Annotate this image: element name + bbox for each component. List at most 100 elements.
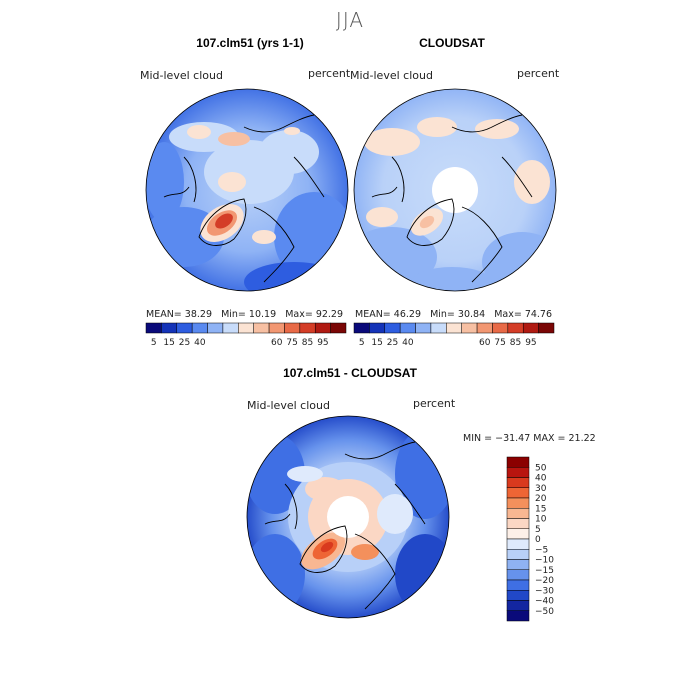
colorbar-swatch [506, 518, 530, 529]
colorbar-swatch [507, 322, 524, 334]
season-title: JJA [335, 8, 365, 32]
colorbar-swatch [506, 590, 530, 601]
colorbar-tick-label: 40 [194, 338, 206, 348]
colorbar-swatch [222, 322, 239, 334]
colorbar-tick-label: −10 [535, 556, 554, 566]
colorbar-swatch [492, 322, 509, 334]
colorbar-tick-label: 95 [525, 338, 536, 348]
panel-1-mean: 38.29 [184, 309, 212, 320]
colorbar-tick-label: −30 [535, 586, 554, 596]
colorbar-swatch [522, 322, 539, 334]
colorbar-swatch [506, 538, 530, 550]
panel-2-mean-label: MEAN= [355, 309, 391, 320]
colorbar-panel-1: 5 15 25 40 60 75 85 95 [145, 322, 347, 348]
colorbar-tick-label: −20 [535, 576, 554, 586]
map-difference-polar [246, 415, 450, 619]
colorbar-swatch [506, 559, 530, 570]
colorbar-swatch [506, 467, 530, 478]
panel-2-title: CLOUDSAT [419, 36, 485, 50]
colorbar-swatch [446, 322, 462, 334]
colorbar-swatch [506, 456, 530, 468]
map-model-polar [145, 88, 349, 292]
colorbar-tick-label: 10 [535, 515, 547, 525]
colorbar-tick-label: −50 [535, 607, 554, 617]
colorbar-tick-label: 15 [535, 504, 546, 514]
colorbar-swatch [161, 322, 178, 334]
colorbar-swatch [538, 322, 555, 334]
colorbar-swatch [238, 322, 254, 334]
colorbar-swatch [506, 600, 530, 611]
colorbar-tick-label: 15 [163, 338, 174, 348]
panel-1-mean-label: MEAN= [146, 309, 182, 320]
map-cloudsat-polar [353, 88, 557, 292]
colorbar-tick-label: 75 [494, 338, 505, 348]
panel-1-stats: MEAN= 38.29 Min= 10.19 Max= 92.29 [146, 309, 343, 320]
panel-1-max: 92.29 [315, 309, 344, 320]
colorbar-tick-label: −40 [535, 597, 554, 607]
colorbar-tick-label: 40 [402, 338, 414, 348]
colorbar-swatch [268, 322, 285, 334]
colorbar-tick-label: 50 [535, 463, 547, 473]
colorbar-swatch [384, 322, 401, 334]
panel-1-variable: Mid-level cloud [140, 69, 223, 82]
colorbar-tick-label: 75 [286, 338, 297, 348]
colorbar-swatch [506, 477, 530, 488]
colorbar-swatch [353, 322, 370, 334]
panel-2-stats: MEAN= 46.29 Min= 30.84 Max= 74.76 [355, 309, 552, 320]
colorbar-swatch [506, 569, 530, 581]
colorbar-tick-label: 60 [271, 338, 283, 348]
colorbar-tick-label: −5 [535, 545, 548, 555]
colorbar-swatch [299, 322, 316, 334]
colorbar-tick-label: 5 [359, 338, 365, 348]
colorbar-tick-label: −15 [535, 566, 554, 576]
panel-2-min-label: Min= [430, 309, 455, 320]
panel-1-min: 10.19 [248, 309, 277, 320]
colorbar-tick-label: 85 [302, 338, 313, 348]
diff-title: 107.clm51 - CLOUDSAT [283, 366, 417, 380]
diff-units: percent [413, 397, 456, 410]
panel-2-variable: Mid-level cloud [350, 69, 433, 82]
panel-1-title: 107.clm51 (yrs 1-1) [196, 36, 304, 50]
colorbar-tick-label: 85 [510, 338, 521, 348]
colorbar-swatch [253, 322, 270, 334]
colorbar-swatch [176, 322, 193, 334]
colorbar-tick-label: 0 [535, 535, 541, 545]
colorbar-tick-label: 5 [151, 338, 157, 348]
colorbar-swatch [461, 322, 478, 334]
colorbar-tick-label: 15 [371, 338, 382, 348]
panel-2-units: percent [517, 67, 560, 80]
colorbar-swatch [506, 497, 530, 509]
colorbar-swatch [506, 487, 530, 499]
colorbar-swatch [191, 322, 208, 334]
panel-1-min-label: Min= [221, 309, 246, 320]
colorbar-swatch [207, 322, 224, 334]
panel-2-min: 30.84 [457, 309, 486, 320]
colorbar-panel-2: 5 15 25 40 60 75 85 95 [353, 322, 555, 348]
diff-minmax: MIN = −31.47 MAX = 21.22 [463, 433, 596, 444]
colorbar-swatch [506, 610, 530, 622]
colorbar-swatch [415, 322, 432, 334]
panel-2-max-label: Max= [494, 309, 522, 320]
colorbar-swatch [506, 549, 530, 560]
colorbar-swatch [330, 322, 347, 334]
colorbar-swatch [284, 322, 301, 334]
panel-2-max: 74.76 [524, 309, 553, 320]
colorbar-swatch [506, 579, 530, 591]
panel-1-units: percent [308, 67, 351, 80]
colorbar-swatch [369, 322, 386, 334]
colorbar-swatch [506, 528, 530, 540]
colorbar-swatch [506, 508, 530, 519]
colorbar-tick-label: 60 [479, 338, 491, 348]
panel-2-mean: 46.29 [393, 309, 421, 320]
colorbar-tick-label: 40 [535, 474, 547, 484]
panel-1-max-label: Max= [285, 309, 313, 320]
colorbar-tick-label: 25 [387, 338, 398, 348]
colorbar-swatch [430, 322, 447, 334]
colorbar-tick-label: 25 [179, 338, 190, 348]
colorbar-swatch [476, 322, 493, 334]
colorbar-tick-label: 95 [317, 338, 328, 348]
diff-variable: Mid-level cloud [247, 399, 330, 412]
colorbar-swatch [314, 322, 331, 334]
colorbar-tick-label: 20 [535, 494, 547, 504]
